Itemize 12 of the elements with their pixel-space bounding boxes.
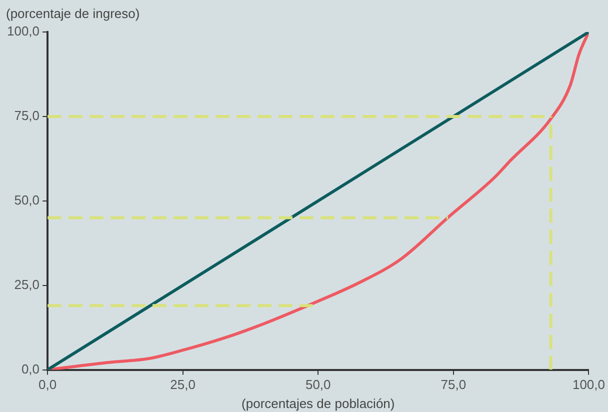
y-tick-label: 25,0 bbox=[14, 276, 40, 292]
x-tick-label: 100,0 bbox=[572, 377, 606, 392]
y-tick-label: 0,0 bbox=[21, 361, 40, 376]
y-tick-label: 75,0 bbox=[14, 108, 40, 124]
x-axis-title: (porcentajes de población) bbox=[242, 396, 395, 411]
y-axis-title: (porcentaje de ingreso) bbox=[6, 6, 140, 21]
x-tick-label: 25,0 bbox=[170, 377, 196, 392]
x-tick-label: 50,0 bbox=[305, 377, 331, 392]
x-tick-label: 0,0 bbox=[38, 377, 57, 392]
y-tick-label: 50,0 bbox=[14, 192, 40, 208]
x-tick-label: 75,0 bbox=[440, 377, 466, 392]
y-tick-label: 100,0 bbox=[6, 24, 40, 39]
